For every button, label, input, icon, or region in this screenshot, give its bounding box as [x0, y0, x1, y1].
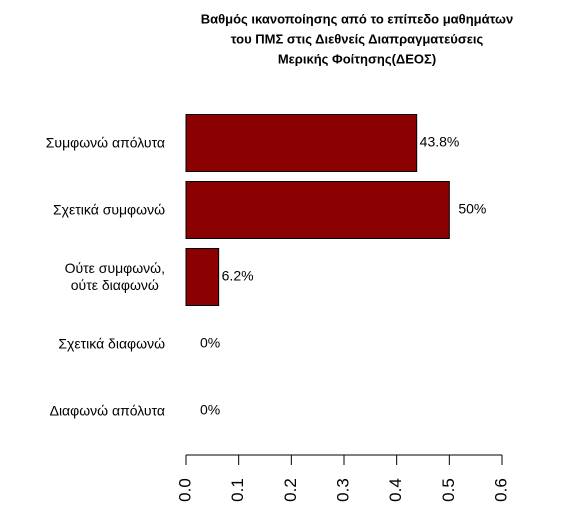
value-label: 6.2% [222, 268, 254, 284]
bar [185, 114, 418, 172]
x-tick-label: 0.6 [491, 478, 510, 502]
x-tick-label: 0.0 [175, 478, 194, 502]
x-tick-label: 0.2 [281, 478, 300, 502]
value-label: 50% [458, 201, 486, 217]
value-label: 43.8% [420, 134, 460, 150]
value-label: 0% [200, 335, 220, 351]
category-label: Ούτε συμφωνώ, ούτε διαφωνώ [64, 260, 165, 293]
chart-title: του ΠΜΣ στις Διεθνείς Διαπραγματεύσεις [231, 31, 484, 46]
bar [185, 248, 220, 306]
value-label: 0% [200, 402, 220, 418]
x-tick-label: 0.1 [228, 478, 247, 502]
category-label: Συμφωνώ απόλυτα [45, 134, 165, 151]
bar [185, 181, 450, 239]
chart-title: Μερικής Φοίτησης(ΔΕΟΣ) [278, 51, 436, 66]
x-tick-label: 0.5 [439, 478, 458, 502]
chart-title: Βαθμός ικανοποίησης από το επίπεδο μαθημ… [201, 11, 514, 26]
category-label: Σχετικά διαφωνώ [58, 335, 165, 352]
x-tick-label: 0.3 [333, 478, 352, 502]
x-tick-label: 0.4 [386, 478, 405, 502]
category-label: Διαφωνώ απόλυτα [49, 402, 165, 419]
category-label: Σχετικά συμφωνώ [53, 201, 165, 218]
